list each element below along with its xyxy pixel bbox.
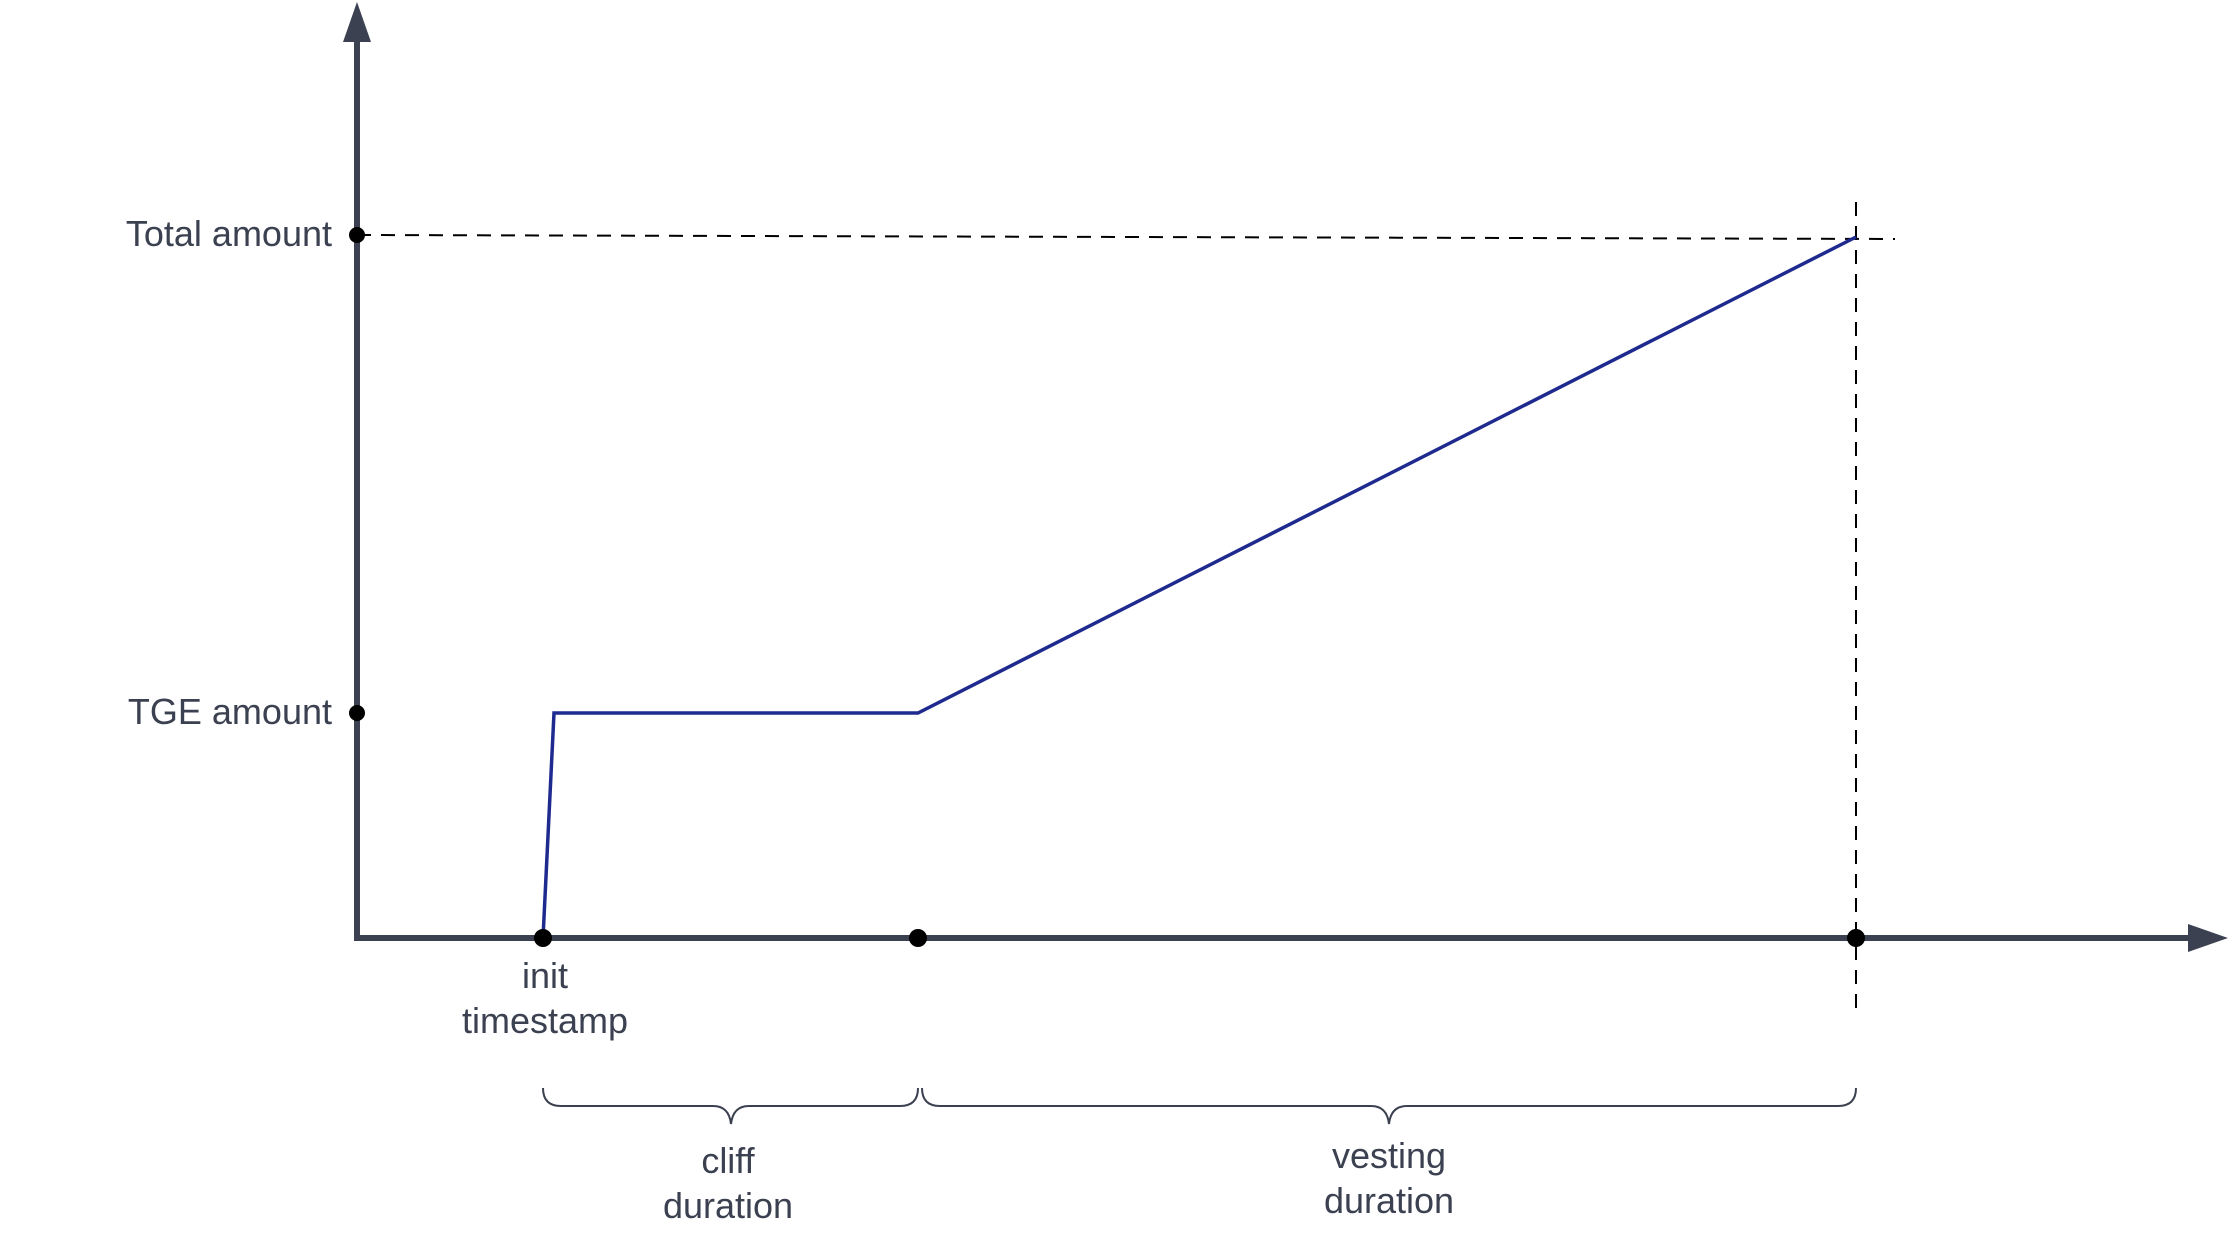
cliff-duration-label-line2: duration xyxy=(663,1185,793,1226)
vesting-end-marker xyxy=(1847,929,1865,947)
y-axis-arrowhead xyxy=(343,2,371,42)
vesting-curve xyxy=(541,235,1857,939)
init-timestamp-label-line1: init xyxy=(522,955,568,996)
x-axis-arrowhead xyxy=(2188,924,2228,952)
cliff-duration-label-line1: cliff xyxy=(701,1140,755,1181)
init-timestamp-label-line2: timestamp xyxy=(462,1000,628,1041)
init-timestamp-marker xyxy=(534,929,552,947)
total-amount-marker xyxy=(349,227,365,243)
tge-amount-marker xyxy=(349,705,365,721)
cliff-end-marker xyxy=(909,929,927,947)
vesting-duration-brace xyxy=(921,1087,1857,1125)
tge-amount-label: TGE amount xyxy=(128,691,332,732)
vesting-duration-label-line1: vesting xyxy=(1332,1135,1446,1176)
total-amount-label: Total amount xyxy=(126,213,332,254)
total-amount-guide xyxy=(356,234,1896,240)
vesting-duration-label-line2: duration xyxy=(1324,1180,1454,1221)
cliff-duration-brace xyxy=(542,1087,919,1125)
